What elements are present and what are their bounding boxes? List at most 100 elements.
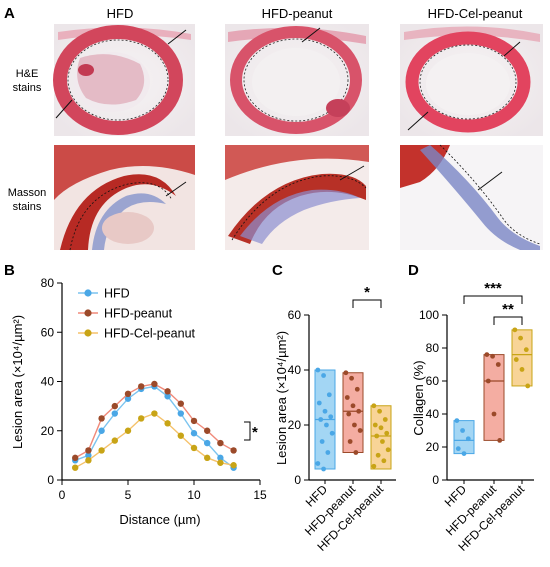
- b-legend: HFD HFD-peanut HFD-Cel-peanut: [78, 287, 196, 341]
- b-data-point: [138, 383, 145, 390]
- b-data-point: [124, 395, 132, 402]
- b-data-point: [111, 410, 119, 417]
- c-data-point: [319, 439, 325, 444]
- b-data-point: [190, 417, 198, 425]
- b-legend-label: HFD-peanut: [104, 307, 173, 321]
- d-data-point: [495, 362, 501, 367]
- d-boxes-group: [453, 327, 533, 456]
- d-significance-label: **: [502, 301, 514, 318]
- c-box-hfd-peanut: [342, 370, 364, 455]
- row-label-he-line2: stains: [13, 82, 42, 94]
- b-y-ticks: 0 20 40 60 80: [41, 276, 62, 487]
- c-data-point: [329, 430, 335, 436]
- c-data-point: [372, 422, 378, 428]
- c-data-point: [385, 447, 391, 453]
- b-significance-star: *: [252, 424, 258, 441]
- d-significance-bracket: [493, 316, 523, 325]
- panel-d: D 0 20 40 60 80 100 HFDHFD-peanutHFD-Cel-pean…: [408, 262, 534, 554]
- b-data-point: [72, 454, 79, 462]
- b-series-hfd: [72, 383, 237, 471]
- c-significance-bracket: [352, 299, 382, 308]
- b-data-point: [177, 410, 184, 417]
- b-data-point: [204, 427, 211, 434]
- micrograph-he-hfd: [53, 24, 195, 136]
- d-data-point: [523, 347, 529, 353]
- column-label-hfd-peanut: HFD-peanut: [262, 6, 333, 21]
- c-data-point: [354, 386, 360, 392]
- b-data-point: [85, 452, 92, 459]
- b-data-point: [190, 444, 198, 452]
- d-data-point: [518, 335, 523, 341]
- b-data-point: [98, 447, 105, 454]
- c-data-point: [384, 430, 390, 436]
- c-data-point: [321, 373, 326, 378]
- b-data-point: [217, 454, 224, 462]
- d-data-point: [525, 383, 531, 389]
- d-significance-label: ***: [484, 280, 502, 297]
- d-significance-bracket: [463, 295, 523, 304]
- d-data-point: [497, 438, 503, 443]
- b-data-point: [138, 415, 145, 422]
- c-data-point: [357, 428, 363, 433]
- b-data-point: [72, 464, 79, 471]
- b-data-point: [151, 380, 158, 388]
- micrograph-he-hfd-peanut: [225, 24, 369, 136]
- d-y-axis-label: Collagen (%): [411, 360, 426, 435]
- panel-c-label: C: [272, 262, 283, 279]
- column-label-hfd-cel-peanut: HFD-Cel-peanut: [428, 6, 523, 21]
- c-y-ticks: 0 20 40 60: [288, 308, 309, 487]
- b-x-tick-label: 15: [253, 488, 267, 502]
- c-data-point: [375, 452, 381, 458]
- d-box-hfd-cel-peanut: [511, 327, 533, 389]
- b-x-tick-label: 10: [187, 488, 201, 502]
- d-data-point: [519, 367, 525, 372]
- c-data-point: [344, 395, 350, 400]
- b-data-point: [230, 462, 237, 469]
- c-data-point: [324, 422, 329, 428]
- b-data-point: [111, 402, 119, 410]
- b-data-point: [164, 420, 171, 427]
- d-y-tick-label: 0: [432, 473, 439, 487]
- d-data-point: [491, 411, 497, 417]
- d-box-hfd-peanut: [483, 352, 505, 443]
- c-data-point: [326, 392, 332, 398]
- b-series-line: [74, 385, 235, 469]
- c-data-point: [322, 408, 328, 414]
- b-data-point: [85, 457, 92, 464]
- c-data-point: [356, 408, 362, 414]
- c-data-point: [371, 403, 377, 409]
- b-data-point: [98, 415, 105, 422]
- d-data-point: [455, 446, 461, 452]
- d-significance-group: *****: [463, 280, 523, 325]
- b-legend-label: HFD-Cel-peanut: [104, 327, 196, 341]
- c-data-point: [318, 417, 324, 422]
- b-y-tick-label: 60: [41, 325, 55, 339]
- b-y-tick-label: 0: [47, 473, 54, 487]
- c-data-point: [350, 403, 356, 409]
- row-label-he-line1: H&E: [16, 68, 39, 80]
- micrograph-masson-hfd-peanut: [225, 145, 369, 250]
- c-data-point: [346, 411, 352, 417]
- c-significance-label: *: [364, 284, 370, 301]
- d-data-point: [490, 353, 495, 359]
- b-legend-marker: [84, 329, 92, 337]
- d-data-point: [465, 436, 471, 442]
- d-data-point: [454, 418, 460, 423]
- micrograph-masson-hfd-cel-peanut: [400, 144, 543, 250]
- d-y-tick-label: 60: [426, 374, 440, 388]
- b-data-point: [204, 439, 211, 447]
- b-data-point: [204, 454, 211, 462]
- b-x-ticks: 0 5 10 15: [59, 480, 267, 502]
- c-data-point: [382, 417, 388, 422]
- b-legend-label: HFD: [104, 287, 130, 301]
- b-series-group: [72, 380, 237, 471]
- c-y-tick-label: 20: [288, 418, 302, 432]
- b-series-hfd-cel-peanut: [72, 410, 237, 471]
- b-data-point: [151, 410, 158, 417]
- b-data-point: [177, 400, 184, 407]
- b-data-point: [164, 393, 171, 400]
- b-y-axis-label: Lesion area (×10⁴/µm²): [10, 315, 25, 449]
